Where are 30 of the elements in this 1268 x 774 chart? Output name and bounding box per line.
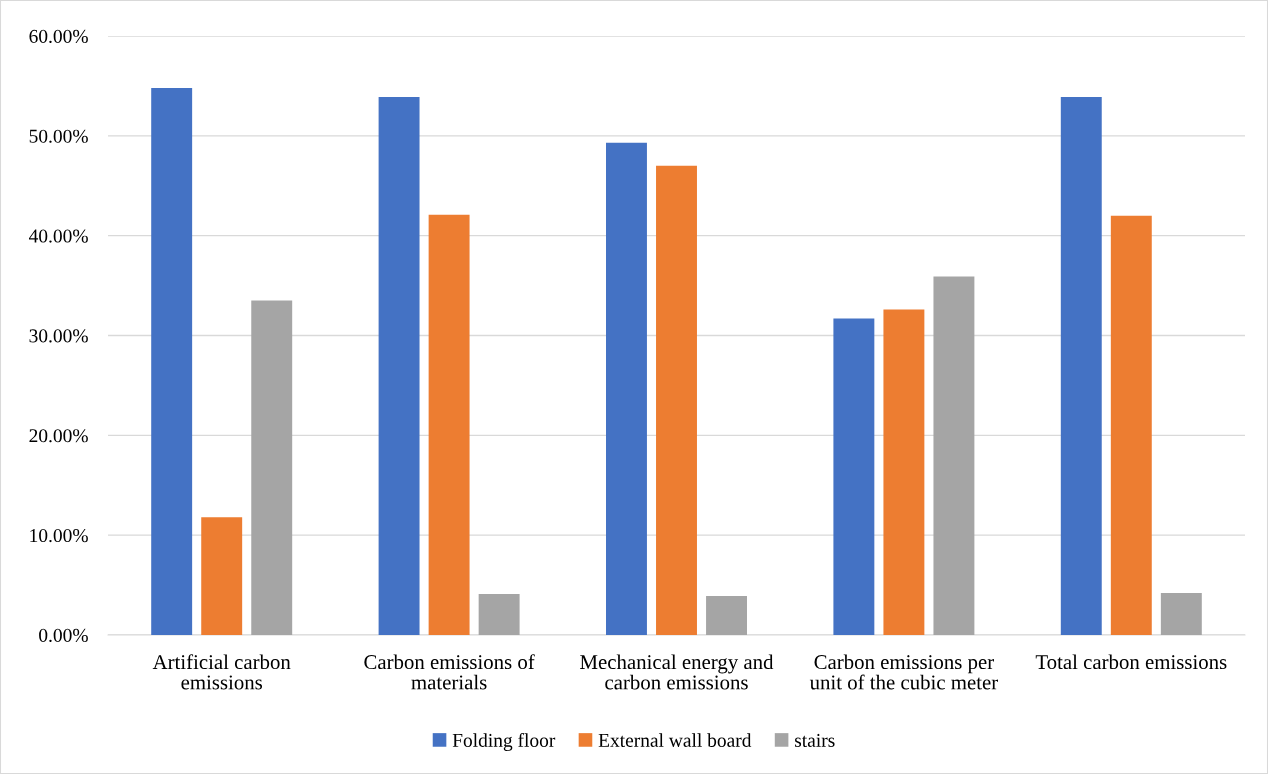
y-tick-label: 50.00%: [29, 129, 88, 143]
bar: [883, 309, 925, 635]
y-tick-label: 40.00%: [28, 229, 88, 243]
bar: [201, 517, 243, 635]
x-tick-label: Mechanical energy and carbon emissions: [580, 654, 774, 690]
y-tick-label: 60.00%: [29, 29, 88, 44]
legend-label: External wall board: [598, 733, 752, 747]
y-tick-label: 30.00%: [29, 329, 88, 343]
bar: [478, 594, 520, 635]
x-tick-label: Carbon emissions of materials: [364, 654, 535, 690]
y-tick-label: 10.00%: [30, 528, 88, 543]
bar: [378, 96, 420, 635]
y-tick-label: 0.00%: [39, 628, 88, 643]
bar: [606, 142, 647, 635]
legend-label: Folding floor: [452, 733, 556, 751]
bar: [706, 596, 747, 635]
x-tick-label: Total carbon emissions: [1035, 654, 1227, 670]
bar: [1060, 96, 1102, 635]
bar: [151, 87, 193, 635]
bar: [1160, 593, 1202, 635]
legend-label: stairs: [795, 733, 835, 747]
bar: [251, 300, 293, 635]
bar: [933, 276, 975, 635]
bar: [833, 318, 875, 635]
bar: [656, 165, 697, 635]
x-tick-label: Carbon emissions per unit of the cubic meter: [809, 654, 999, 690]
y-tick-label: 20.00%: [29, 429, 88, 443]
x-tick-label: Artificial carbon emissions: [152, 654, 291, 690]
bar: [1110, 215, 1152, 635]
bar: [428, 214, 470, 635]
